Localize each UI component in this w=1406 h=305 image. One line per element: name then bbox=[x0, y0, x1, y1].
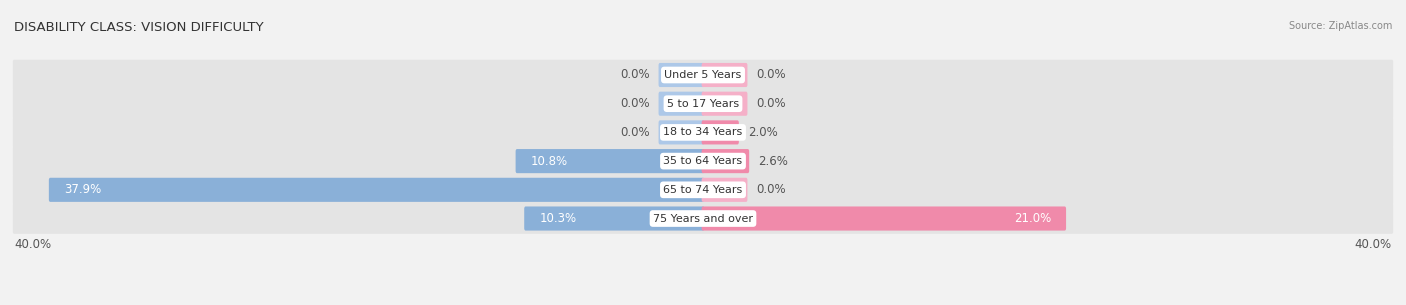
Text: 10.8%: 10.8% bbox=[531, 155, 568, 168]
Text: 2.0%: 2.0% bbox=[748, 126, 778, 139]
FancyBboxPatch shape bbox=[13, 174, 1393, 205]
Text: 65 to 74 Years: 65 to 74 Years bbox=[664, 185, 742, 195]
FancyBboxPatch shape bbox=[13, 203, 1393, 234]
Text: DISABILITY CLASS: VISION DIFFICULTY: DISABILITY CLASS: VISION DIFFICULTY bbox=[14, 21, 264, 34]
Text: 40.0%: 40.0% bbox=[14, 238, 51, 251]
FancyBboxPatch shape bbox=[702, 92, 748, 116]
Text: 10.3%: 10.3% bbox=[540, 212, 576, 225]
Legend: Male, Female: Male, Female bbox=[636, 304, 770, 305]
FancyBboxPatch shape bbox=[516, 149, 704, 173]
Text: Under 5 Years: Under 5 Years bbox=[665, 70, 741, 80]
FancyBboxPatch shape bbox=[702, 149, 749, 173]
FancyBboxPatch shape bbox=[702, 206, 1066, 231]
Text: 37.9%: 37.9% bbox=[65, 183, 101, 196]
FancyBboxPatch shape bbox=[702, 120, 738, 145]
FancyBboxPatch shape bbox=[658, 63, 704, 87]
Text: 0.0%: 0.0% bbox=[620, 69, 650, 81]
FancyBboxPatch shape bbox=[702, 178, 748, 202]
Text: 35 to 64 Years: 35 to 64 Years bbox=[664, 156, 742, 166]
Text: 18 to 34 Years: 18 to 34 Years bbox=[664, 127, 742, 138]
Text: 40.0%: 40.0% bbox=[1355, 238, 1392, 251]
Text: 5 to 17 Years: 5 to 17 Years bbox=[666, 99, 740, 109]
FancyBboxPatch shape bbox=[49, 178, 704, 202]
Text: Source: ZipAtlas.com: Source: ZipAtlas.com bbox=[1288, 21, 1392, 31]
Text: 0.0%: 0.0% bbox=[620, 97, 650, 110]
FancyBboxPatch shape bbox=[13, 60, 1393, 90]
FancyBboxPatch shape bbox=[702, 63, 748, 87]
FancyBboxPatch shape bbox=[658, 120, 704, 145]
FancyBboxPatch shape bbox=[524, 206, 704, 231]
Text: 21.0%: 21.0% bbox=[1014, 212, 1050, 225]
Text: 0.0%: 0.0% bbox=[756, 69, 786, 81]
Text: 0.0%: 0.0% bbox=[620, 126, 650, 139]
Text: 2.6%: 2.6% bbox=[758, 155, 787, 168]
Text: 0.0%: 0.0% bbox=[756, 97, 786, 110]
FancyBboxPatch shape bbox=[13, 117, 1393, 148]
FancyBboxPatch shape bbox=[658, 92, 704, 116]
Text: 0.0%: 0.0% bbox=[756, 183, 786, 196]
FancyBboxPatch shape bbox=[13, 146, 1393, 176]
Text: 75 Years and over: 75 Years and over bbox=[652, 214, 754, 224]
FancyBboxPatch shape bbox=[13, 88, 1393, 119]
